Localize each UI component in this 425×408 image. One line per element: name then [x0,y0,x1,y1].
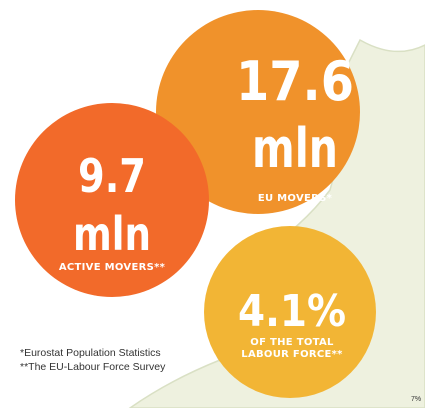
active-movers-unit: mln [73,207,151,261]
active-movers-value: 9.7 [78,149,146,203]
eu-movers-unit: mln [252,117,338,180]
labour-force-bubble [204,226,376,398]
labour-force-label: LABOUR FORCE** [241,349,343,360]
eu-movers-value: 17.6 [236,50,354,113]
labour-force-label: OF THE TOTAL [250,337,334,348]
footnote: **The EU-Labour Force Survey [20,361,166,373]
eu-movers-bubble [156,10,360,214]
corner-label: 7% [411,396,421,403]
active-movers-bubble [15,103,209,297]
eu-movers-label: EU MOVERS* [258,193,333,204]
labour-force-value: 4.1% [238,286,346,337]
footnote: *Eurostat Population Statistics [20,347,161,359]
active-movers-label: ACTIVE MOVERS** [59,262,166,273]
